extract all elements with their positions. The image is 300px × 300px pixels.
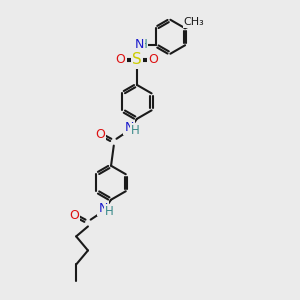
Text: O: O (116, 53, 125, 67)
Text: N: N (98, 202, 108, 215)
Text: CH₃: CH₃ (184, 17, 205, 27)
Text: N: N (134, 38, 144, 51)
Text: H: H (131, 124, 140, 137)
Text: H: H (138, 38, 147, 51)
Text: O: O (148, 53, 158, 67)
Text: O: O (69, 208, 79, 222)
Text: S: S (132, 52, 142, 68)
Text: N: N (124, 122, 134, 134)
Text: H: H (105, 205, 114, 218)
Text: O: O (95, 128, 105, 141)
